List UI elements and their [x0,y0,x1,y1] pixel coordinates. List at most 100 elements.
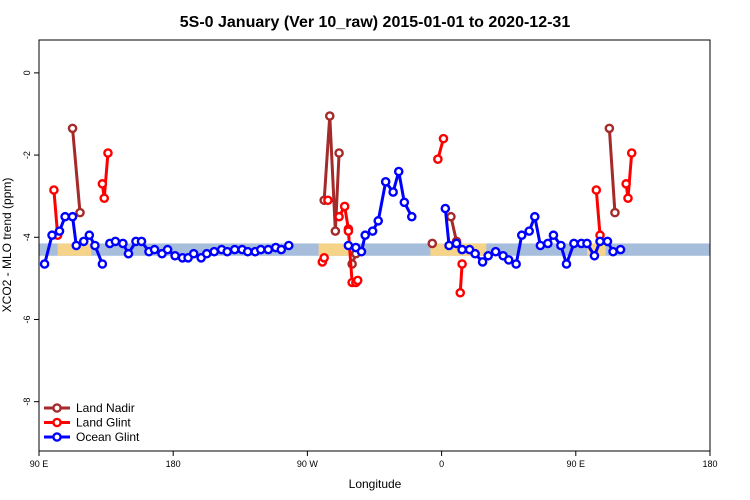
ocean-glint-point [444,240,454,251]
series-layer [39,111,637,298]
legend-label-land-glint: Land Glint [76,416,131,430]
land-glint-point [334,211,344,222]
ocean-glint-point [47,230,57,241]
land-glint-point [626,148,637,158]
land-nadir-point [334,148,344,158]
land-glint-point [455,287,466,298]
ocean-glint-point [569,238,579,249]
ocean-glint-point [615,244,626,255]
land-nadir-point [75,207,85,218]
land-glint-line [458,263,464,293]
land-nadir-point [67,123,78,134]
y-tick-label: -2 [22,151,32,159]
ocean-glint-point [524,226,535,236]
legend-marker-land-nadir [52,403,62,413]
ocean-glint-point [242,246,253,257]
plot-frame [38,39,711,452]
land-glint-point [623,193,633,204]
land-glint-point [591,185,602,195]
ocean-glint-point [123,248,134,259]
land-glint-point [103,148,113,158]
ocean-glint-point [380,176,391,187]
land-glint-point [49,185,59,195]
ocean-glint-point [451,238,462,249]
land-nadir-point [324,111,335,121]
chart-title: 5S-0 January (Ver 10_raw) 2015-01-01 to … [180,14,571,31]
ocean-glint-point [477,257,488,267]
land-glint-line [594,189,602,236]
land-nadir-point [330,226,341,236]
land-nadir-point [427,238,438,249]
ocean-glint-point [110,236,121,247]
ocean-glint-point [393,166,404,177]
ocean-glint-point [582,238,592,249]
ocean-glint-point [373,216,384,226]
ocean-glint-point [229,244,240,255]
legend-marker-ocean-glint [52,432,62,442]
ocean-glint-point [256,244,266,255]
ocean-glint-point [503,255,514,265]
series-land-glint [49,133,637,298]
ocean-glint-point [67,211,78,222]
ocean-glint-point [343,240,354,251]
land-nadir-line [322,114,341,233]
ocean-glint-point [78,236,89,247]
ocean-glint-point [548,230,559,241]
y-axis: 0 -2 -4 -6 -8 [22,70,39,406]
x-tick-label: 90 E [30,459,49,469]
land-glint-point [319,253,329,263]
land-nadir-line [71,128,82,213]
ocean-glint-point [516,230,527,241]
ocean-glint-point [535,240,546,251]
land-glint-line [100,152,110,200]
ocean-glint-point [556,240,566,251]
ocean-glint-point [39,259,50,269]
ocean-glint-line [43,215,104,265]
x-tick-label: 0 [439,459,444,469]
x-tick-label: 90 E [567,459,586,469]
ocean-glint-point [71,240,82,251]
ocean-glint-point [490,246,501,257]
land-glint-point [352,275,363,286]
ocean-glint-point [399,197,410,208]
ocean-glint-point [84,230,95,241]
ocean-glint-point [170,250,180,261]
land-glint-point [343,226,354,236]
ocean-glint-point [511,259,521,269]
land-glint-point [457,259,467,269]
ocean-glint-point [440,203,451,214]
ocean-glint-point [589,250,600,261]
land-nadir-point [610,207,620,218]
land-glint-point [97,179,108,189]
y-tick-label: -8 [22,398,32,406]
ocean-glint-point [406,211,417,222]
ocean-glint-point [90,240,100,251]
ocean-glint-point [149,244,160,255]
y-tick-label: -6 [22,315,32,323]
ocean-glint-point [483,250,493,261]
land-glint-point [438,133,449,144]
x-tick-label: 180 [166,459,181,469]
ocean-glint-point [595,236,605,247]
ocean-glint-point [136,236,147,247]
land-glint-point [339,201,350,212]
ocean-glint-point [60,211,70,222]
ocean-glint-point [356,246,367,257]
ocean-glint-point [608,246,618,257]
ocean-glint-point [457,244,467,255]
x-axis: 90 E 180 90 W 0 90 E 180 [30,451,718,469]
ocean-glint-point [209,246,220,257]
land-glint-point [621,179,631,189]
ocean-glint-point [543,238,553,249]
x-axis-label: Longitude [349,477,402,491]
ocean-glint-point [97,259,108,269]
ocean-glint-point [162,244,173,255]
ocean-glint-point [602,236,613,247]
ocean-glint-line [348,170,414,254]
land-glint-line [624,152,634,200]
legend-label-land-nadir: Land Nadir [76,401,135,415]
ocean-glint-point [529,211,540,222]
land-nadir-point [446,211,456,222]
y-tick-label: -4 [22,233,32,241]
ocean-glint-point [54,226,65,236]
